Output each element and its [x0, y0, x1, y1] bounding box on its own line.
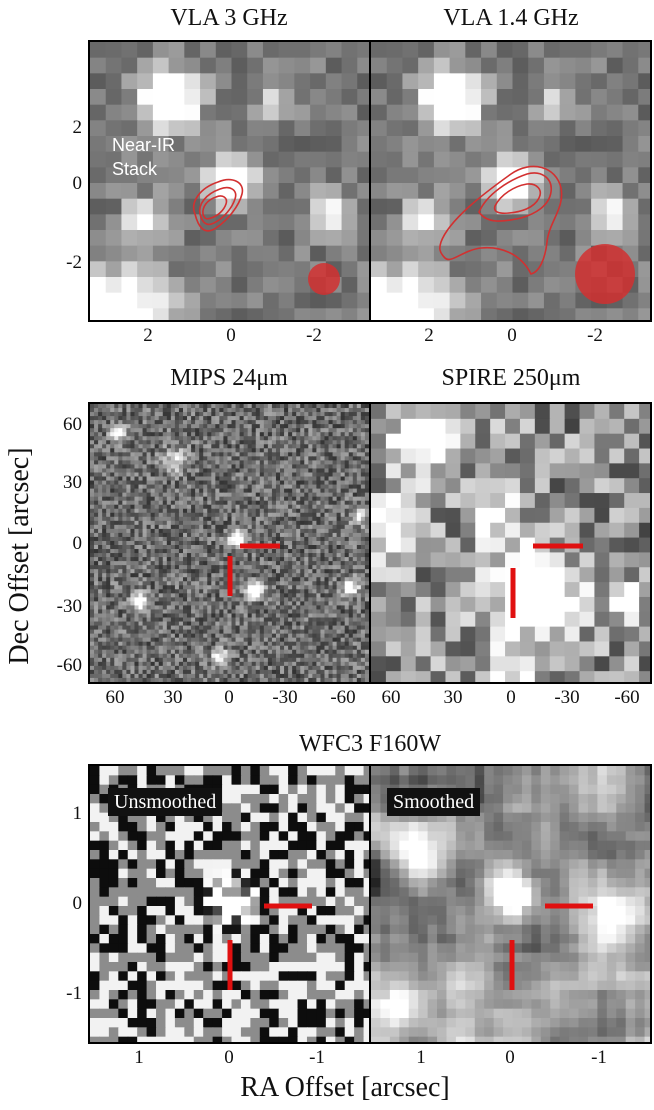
row2-left-xtick-30: 30 — [163, 687, 183, 708]
row3-right-xtick-1: 1 — [416, 1047, 426, 1068]
row1-left-xtick-neg2: -2 — [306, 325, 322, 346]
row3-ytick-neg1: -1 — [66, 983, 82, 1004]
row2-left-xtick-60: 60 — [105, 687, 125, 708]
near-ir-label-line2: Stack — [112, 159, 158, 179]
mips-24-image — [90, 404, 369, 682]
row2-ytick-neg60: -60 — [56, 655, 82, 676]
row2-right-xtick-60: 60 — [381, 687, 401, 708]
row2-right-xtick-30: 30 — [443, 687, 463, 708]
row1-right-xtick-0: 0 — [507, 325, 517, 346]
near-ir-label-line1: Near-IR — [112, 135, 176, 155]
row2-ytick-neg30: -30 — [56, 596, 82, 617]
row1-ytick-0: 0 — [72, 173, 83, 194]
row1-left-xtick-2: 2 — [143, 325, 153, 346]
row3-left-xtick-neg1: -1 — [309, 1047, 325, 1068]
spire-250-title: SPIRE 250μm — [441, 365, 581, 391]
row2-ytick-0: 0 — [72, 533, 83, 554]
unsmoothed-tag: Unsmoothed — [108, 788, 223, 816]
row2-left-xtick-neg60: -60 — [330, 687, 356, 708]
near-ir-stack-image — [90, 42, 369, 320]
wfc3-smoothed-panel: Smoothed — [369, 764, 652, 1044]
x-axis-title: RA Offset [arcsec] — [240, 1072, 450, 1103]
row3-right-xtick-0: 0 — [505, 1047, 515, 1068]
vla-3ghz-title: VLA 3 GHz — [170, 5, 288, 31]
row2-right-xtick-neg30: -30 — [554, 687, 580, 708]
row1-right-xtick-neg2: -2 — [587, 325, 603, 346]
row3-ytick-1: 1 — [72, 803, 83, 824]
wfc3-unsmoothed-panel: Unsmoothed — [88, 764, 371, 1044]
row2-ytick-30: 30 — [63, 472, 82, 493]
row3-ytick-0: 0 — [72, 893, 83, 914]
vla-3ghz-panel: Near-IR Stack — [88, 40, 371, 322]
y-axis-title: Dec Offset [arcsec] — [4, 447, 35, 665]
row1-left-xtick-0: 0 — [226, 325, 236, 346]
row3-right-xtick-neg1: -1 — [591, 1047, 607, 1068]
row2-right-xtick-neg60: -60 — [614, 687, 640, 708]
row3-left-xtick-1: 1 — [134, 1047, 144, 1068]
row2-right-xtick-0: 0 — [506, 687, 516, 708]
row1-right-xtick-2: 2 — [424, 325, 434, 346]
near-ir-stack-image-2 — [371, 42, 650, 320]
spire-250-panel — [369, 402, 652, 684]
wfc3-f160w-title: WFC3 F160W — [298, 731, 441, 757]
vla-1-4ghz-title: VLA 1.4 GHz — [443, 5, 579, 31]
row2-left-xtick-0: 0 — [224, 687, 234, 708]
row2-left-xtick-neg30: -30 — [272, 687, 298, 708]
smoothed-tag: Smoothed — [387, 788, 481, 816]
mips-24-title: MIPS 24μm — [170, 365, 288, 391]
row2-ytick-60: 60 — [63, 414, 82, 435]
mips-24-panel — [88, 402, 371, 684]
spire-250-image — [371, 404, 650, 682]
row1-ytick-2: 2 — [72, 117, 83, 138]
vla-1-4ghz-panel — [369, 40, 652, 322]
row1-ytick-neg2: -2 — [66, 252, 82, 273]
row3-left-xtick-0: 0 — [224, 1047, 234, 1068]
